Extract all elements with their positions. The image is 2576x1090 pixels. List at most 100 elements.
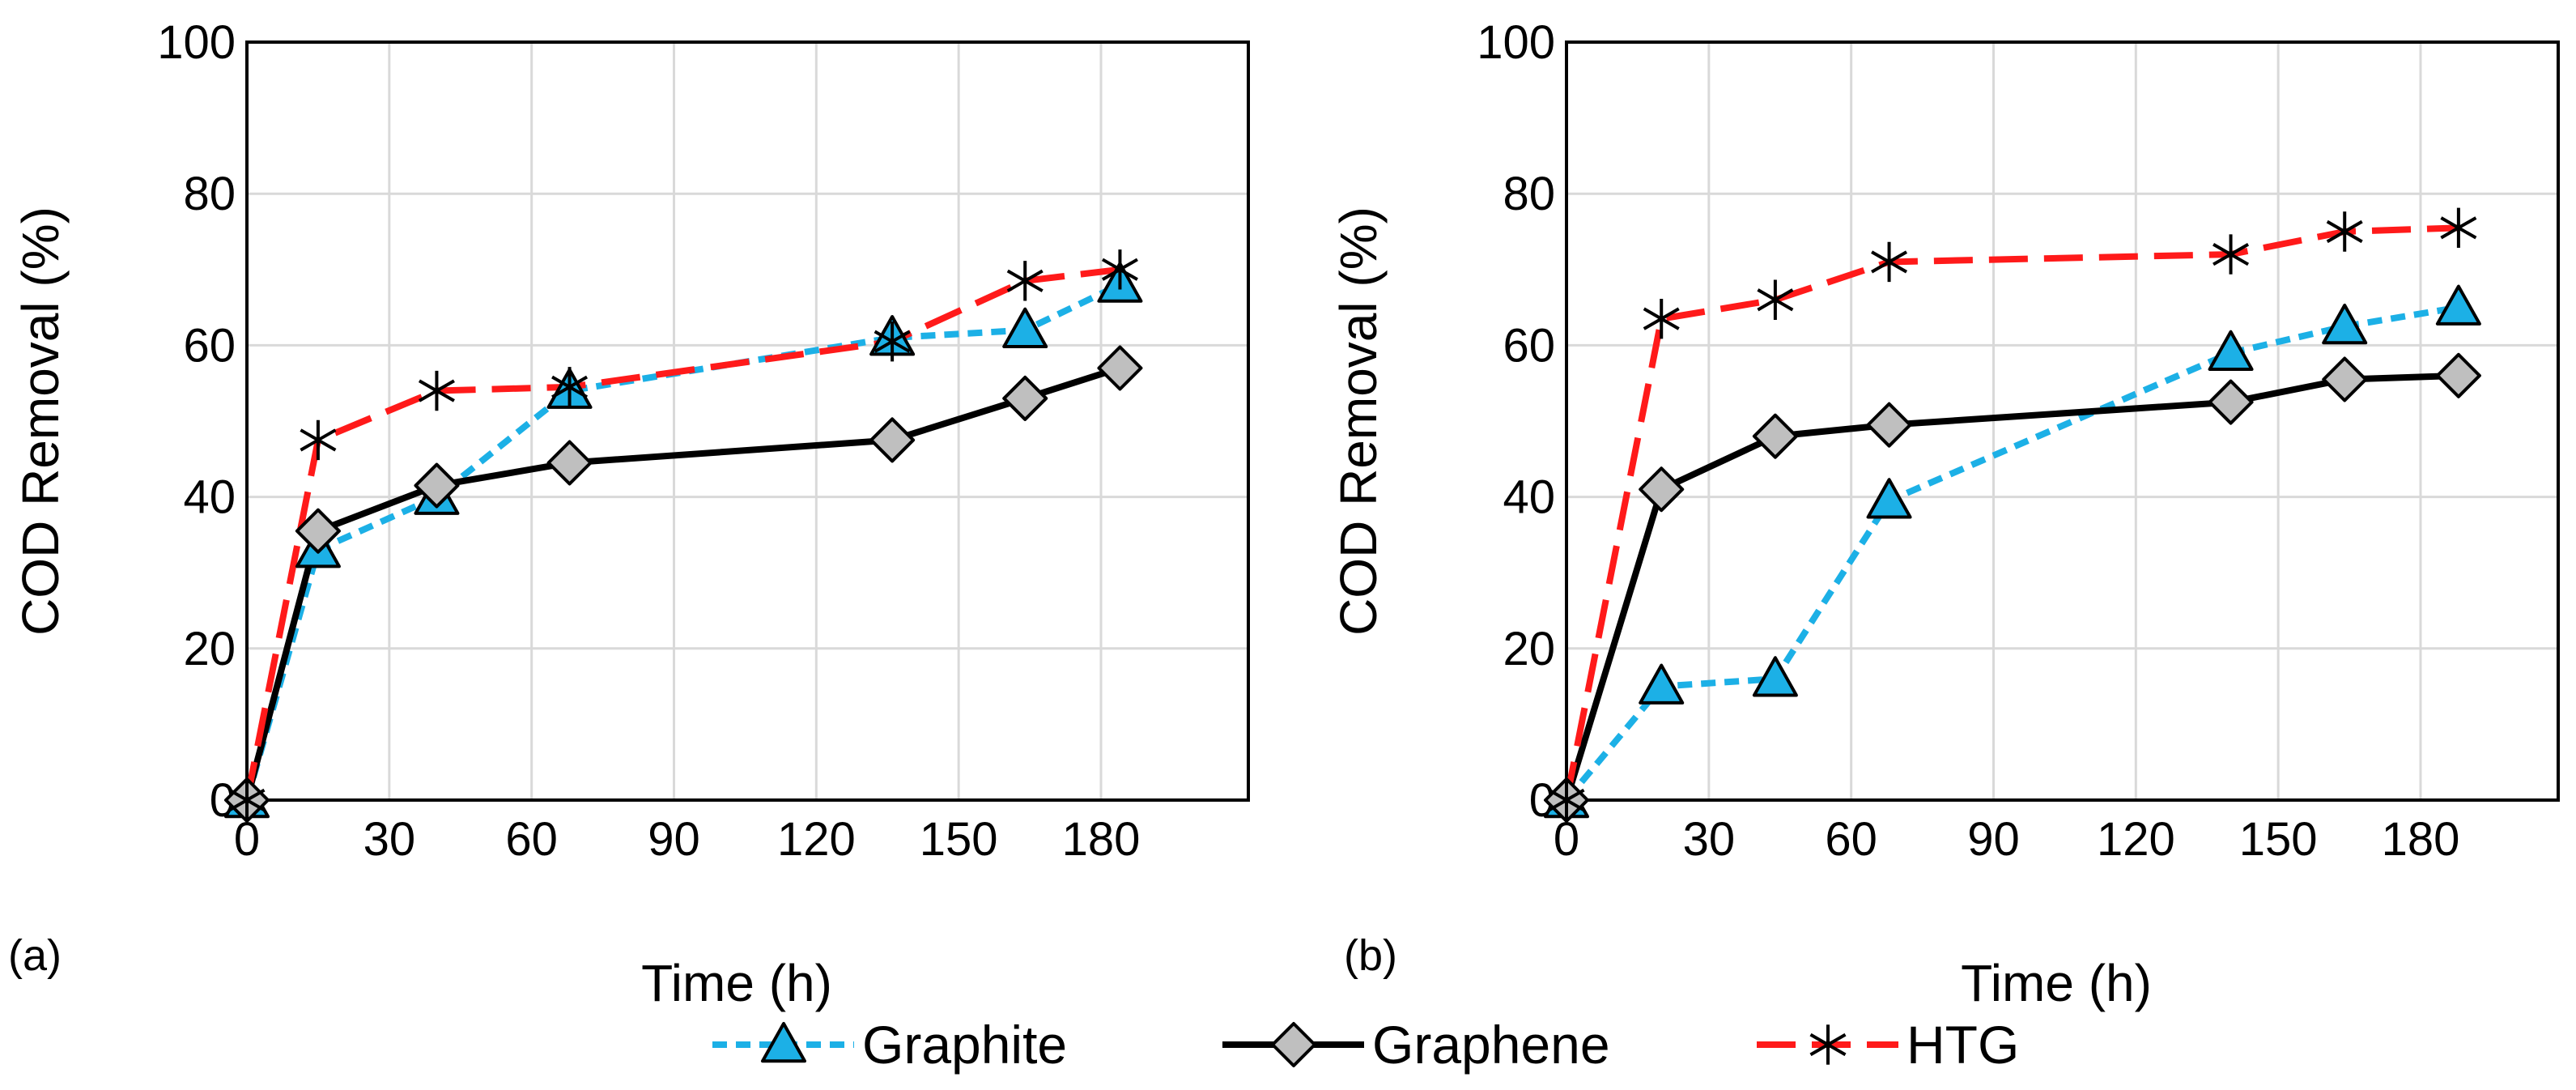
- x-tick-label: 90: [648, 813, 700, 866]
- asterisk-stroke: [418, 379, 455, 402]
- y-tick-label: 20: [1503, 623, 1555, 675]
- data-point-htg: [1871, 241, 1908, 283]
- data-point-graphene: [546, 440, 593, 486]
- data-point-graphene: [295, 508, 341, 554]
- legend-label: HTG: [1906, 1015, 2019, 1075]
- series-line-graphite: [244, 281, 1122, 802]
- asterisk-stroke: [1101, 258, 1138, 281]
- y-tick-label: 20: [183, 623, 236, 675]
- x-tick-label: 120: [2097, 813, 2175, 866]
- series-line-htg: [1563, 224, 2459, 801]
- legend-swatch-marker: [1271, 1022, 1316, 1067]
- x-axis-title: Time (h): [1961, 954, 2152, 1012]
- data-point-graphene: [2435, 352, 2481, 398]
- x-tick-label: 150: [920, 813, 998, 866]
- y-tick-label: 80: [1503, 168, 1555, 220]
- data-point-graphite: [1002, 307, 1048, 348]
- asterisk-stroke: [228, 788, 266, 812]
- data-point-graphene: [2322, 356, 2368, 402]
- data-point-graphene: [869, 417, 916, 463]
- plot-frame: [245, 40, 1250, 802]
- data-point-graphene: [414, 462, 460, 509]
- data-point-graphite: [1752, 656, 1798, 697]
- legend-item-htg: HTG: [1757, 1015, 2019, 1075]
- series-markers-graphene: [224, 345, 1143, 823]
- y-tick-label: 40: [183, 471, 236, 524]
- data-point-graphite: [2322, 304, 2368, 345]
- asterisk-stroke: [1006, 269, 1044, 292]
- asterisk-stroke: [551, 375, 589, 398]
- x-tick-label: 90: [1967, 813, 2020, 866]
- asterisk-stroke: [300, 428, 337, 452]
- x-tick-label: 30: [1683, 813, 1736, 866]
- data-point-htg: [2326, 211, 2363, 252]
- legend-swatch-marker: [761, 1022, 806, 1063]
- legend-item-graphite: Graphite: [712, 1015, 1067, 1075]
- x-tick-label: 150: [2239, 813, 2318, 866]
- panel-label: (a): [8, 931, 62, 980]
- data-point-graphene: [1752, 413, 1798, 459]
- series-line-graphene: [244, 364, 1121, 802]
- asterisk-stroke: [2213, 242, 2250, 266]
- data-point-htg: [2440, 207, 2477, 249]
- data-point-htg: [228, 780, 266, 820]
- data-point-htg: [300, 419, 337, 461]
- y-axis-title: COD Removal (%): [11, 207, 70, 636]
- data-point-htg: [1643, 298, 1680, 339]
- x-tick-label: 180: [2382, 813, 2460, 866]
- data-point-htg: [1101, 249, 1138, 290]
- asterisk-stroke: [2440, 216, 2477, 240]
- legend: Graphite Graphene HTG: [712, 1015, 2019, 1075]
- legend-swatch-marker: [1809, 1024, 1847, 1065]
- y-tick-label: 100: [157, 16, 236, 69]
- legend-item-graphene: Graphene: [1222, 1015, 1610, 1075]
- legend-label: Graphite: [862, 1015, 1067, 1075]
- series-line-htg: [244, 266, 1120, 801]
- data-point-htg: [874, 321, 911, 362]
- asterisk-stroke: [874, 330, 911, 353]
- asterisk-stroke: [1809, 1033, 1847, 1057]
- data-point-htg: [1006, 261, 1044, 301]
- series-markers-htg: [228, 249, 1138, 820]
- gridlines: [247, 40, 1248, 800]
- asterisk-stroke: [1643, 307, 1680, 330]
- data-point-graphite: [1639, 663, 1685, 705]
- series-markers-graphite: [224, 262, 1143, 819]
- y-axis-title: COD Removal (%): [1329, 207, 1388, 636]
- data-point-htg: [1548, 780, 1585, 820]
- data-point-graphite: [1866, 478, 1912, 519]
- data-point-graphene: [1002, 375, 1048, 421]
- y-tick-label: 60: [183, 319, 236, 372]
- x-tick-label: 180: [1062, 813, 1141, 866]
- series-markers-htg: [1548, 207, 2477, 820]
- asterisk-stroke: [2326, 219, 2363, 244]
- data-point-graphene: [1866, 402, 1912, 448]
- y-tick-label: 60: [1503, 319, 1555, 372]
- x-tick-label: 30: [363, 813, 416, 866]
- series-line-graphene: [1563, 372, 2459, 802]
- data-point-htg: [418, 370, 455, 411]
- x-tick-label: 60: [505, 813, 558, 866]
- panel-label: (b): [1344, 931, 1397, 980]
- x-tick-label: 60: [1825, 813, 1877, 866]
- data-point-htg: [1757, 279, 1794, 320]
- x-axis-title: Time (h): [641, 954, 832, 1012]
- series-markers-graphene: [1544, 352, 2481, 823]
- data-point-htg: [551, 367, 589, 407]
- data-point-graphite: [2208, 330, 2254, 372]
- data-point-graphene: [1097, 345, 1143, 391]
- plot-frame: [1565, 40, 2560, 802]
- data-point-htg: [2213, 234, 2250, 275]
- x-tick-label: 120: [777, 813, 856, 866]
- asterisk-stroke: [1757, 288, 1794, 312]
- y-tick-label: 40: [1503, 471, 1555, 524]
- data-point-graphite: [2435, 284, 2481, 326]
- gridlines: [1566, 40, 2558, 800]
- data-point-graphene: [1639, 466, 1685, 513]
- asterisk-stroke: [1548, 788, 1585, 812]
- y-tick-label: 80: [183, 168, 236, 220]
- data-point-graphene: [2208, 379, 2254, 425]
